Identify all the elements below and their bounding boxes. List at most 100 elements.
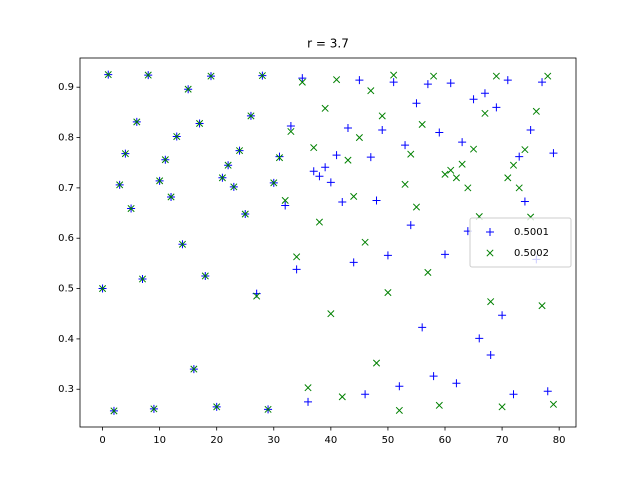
point (446, 79, 455, 88)
point (509, 390, 518, 399)
point (469, 95, 478, 104)
point (184, 85, 192, 93)
point (144, 71, 152, 79)
point (498, 403, 506, 411)
legend-box (469, 217, 572, 268)
point (207, 72, 215, 80)
point (504, 174, 512, 182)
point (321, 163, 330, 172)
point (543, 387, 552, 396)
y-tick-label: 0.3 (58, 384, 74, 395)
point (366, 153, 375, 162)
point (486, 351, 495, 360)
point (480, 89, 489, 98)
y-tick-label: 0.6 (58, 233, 74, 244)
x-tick-label: 50 (382, 435, 395, 446)
chart-title: r = 3.7 (307, 37, 349, 51)
point (521, 146, 529, 154)
point (133, 118, 141, 126)
point (487, 298, 495, 306)
point (407, 150, 415, 158)
point (441, 170, 449, 178)
point (310, 144, 318, 152)
point (344, 156, 352, 164)
x-tick-label: 40 (324, 435, 337, 446)
point (230, 183, 238, 191)
point (441, 250, 450, 259)
point (538, 302, 546, 310)
point (549, 149, 558, 158)
point (452, 174, 460, 182)
point (293, 253, 301, 261)
legend-marker (486, 249, 494, 257)
point (372, 359, 381, 367)
point (298, 78, 306, 86)
point (498, 311, 507, 320)
point (361, 238, 369, 246)
point (401, 141, 410, 150)
point (264, 405, 272, 413)
point (338, 393, 346, 401)
point (167, 193, 175, 201)
point (464, 184, 472, 192)
point (150, 405, 158, 413)
x-tick-label: 80 (553, 435, 566, 446)
point (241, 210, 249, 218)
y-tick-label: 0.4 (58, 334, 74, 345)
point (412, 203, 421, 211)
point (367, 87, 375, 95)
point (298, 74, 307, 83)
point (469, 145, 478, 153)
point (286, 121, 295, 130)
point (121, 150, 129, 158)
x-tick-label: 30 (267, 435, 280, 446)
point (315, 218, 323, 226)
point (178, 240, 187, 248)
point (458, 160, 466, 168)
point (429, 372, 438, 381)
point (349, 258, 358, 267)
point (247, 112, 255, 120)
point (412, 99, 421, 108)
point (281, 196, 289, 205)
x-tick-label: 10 (153, 435, 166, 446)
point (253, 292, 261, 300)
legend-label: 0.5002 (514, 248, 549, 259)
point (258, 72, 266, 80)
point (430, 72, 438, 80)
y-tick-label: 0.5 (58, 284, 74, 295)
point (270, 179, 278, 187)
point (515, 184, 523, 192)
point (423, 80, 432, 89)
point (196, 119, 204, 127)
point (287, 127, 295, 136)
point (224, 161, 232, 169)
legend-marker (486, 228, 494, 236)
point (435, 128, 444, 137)
point (161, 156, 169, 164)
point (343, 123, 352, 132)
point (424, 268, 432, 277)
point (304, 397, 313, 406)
point (389, 78, 398, 87)
point (116, 181, 124, 189)
axes-frame (79, 57, 577, 428)
point (327, 310, 335, 318)
point (292, 265, 301, 274)
point (509, 161, 518, 169)
x-tick-label: 20 (210, 435, 223, 446)
point (526, 125, 535, 134)
x-tick-label: 70 (496, 435, 509, 446)
point (383, 251, 392, 260)
point (201, 272, 209, 280)
point (315, 172, 324, 181)
x-tick-label: 0 (99, 435, 105, 446)
point (333, 76, 341, 84)
point (218, 174, 226, 182)
point (435, 401, 443, 409)
point (452, 379, 461, 388)
point (361, 390, 370, 399)
point (384, 289, 392, 297)
